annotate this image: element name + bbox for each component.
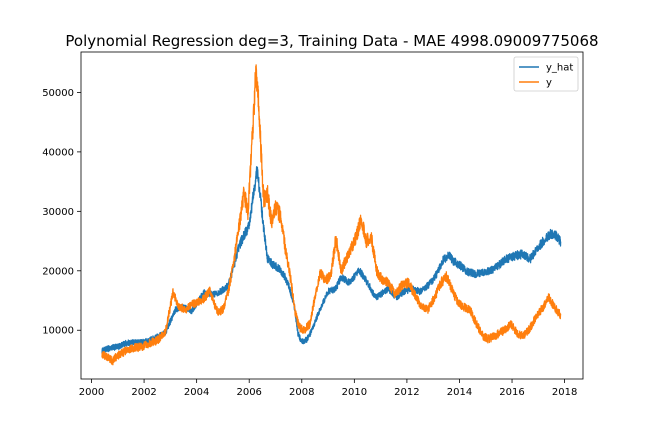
chart-title: Polynomial Regression deg=3, Training Da… xyxy=(65,32,598,50)
x-tick-label: 2006 xyxy=(236,387,261,398)
x-tick-label: 2004 xyxy=(184,387,209,398)
y-tick-label: 50000 xyxy=(42,88,74,99)
x-tick-label: 2016 xyxy=(499,387,524,398)
x-tick-label: 2010 xyxy=(342,387,367,398)
x-tick-label: 2018 xyxy=(552,387,577,398)
y-tick-label: 10000 xyxy=(42,326,74,337)
y-axis: 10000 20000 30000 40000 50000 xyxy=(42,88,81,337)
y-tick-label: 40000 xyxy=(42,147,74,158)
x-tick-label: 2012 xyxy=(394,387,419,398)
x-tick-label: 2000 xyxy=(79,387,104,398)
legend-label-y-hat: y_hat xyxy=(546,63,573,74)
x-tick-label: 2008 xyxy=(289,387,314,398)
x-axis: 2000 2002 2004 2006 2008 2010 2012 2014 2016 2018 xyxy=(79,379,577,398)
legend-label-y: y xyxy=(546,78,552,89)
x-tick-label: 2002 xyxy=(131,387,156,398)
plot-lines xyxy=(101,64,562,366)
y-tick-label: 20000 xyxy=(42,266,74,277)
plot-frame xyxy=(80,51,584,380)
series-line-y xyxy=(101,64,562,366)
x-tick-label: 2014 xyxy=(447,387,472,398)
y-tick-label: 30000 xyxy=(42,207,74,218)
series-line-y-hat xyxy=(101,166,562,355)
